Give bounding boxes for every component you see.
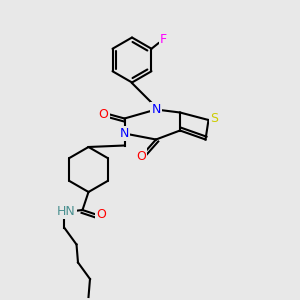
Text: S: S: [211, 112, 218, 125]
Text: N: N: [151, 103, 161, 116]
Text: O: O: [97, 208, 106, 221]
Text: F: F: [160, 33, 167, 46]
Text: HN: HN: [57, 205, 75, 218]
Text: N: N: [120, 127, 129, 140]
Text: O: O: [136, 149, 146, 163]
Text: O: O: [99, 107, 108, 121]
